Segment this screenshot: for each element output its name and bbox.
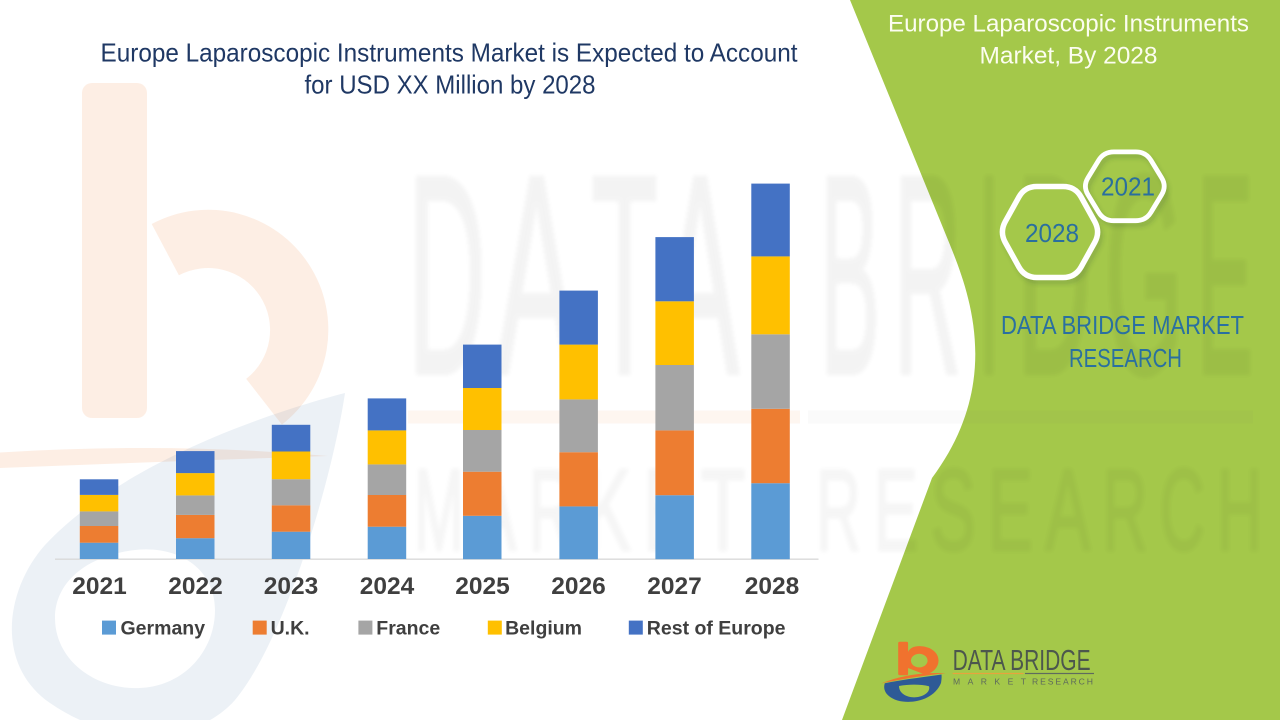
svg-text:U.K.: U.K. — [271, 618, 310, 640]
svg-text:Belgium: Belgium — [505, 618, 582, 640]
svg-text:B: B — [820, 117, 880, 434]
svg-text:E: E — [988, 445, 1033, 575]
svg-text:France: France — [376, 618, 440, 640]
svg-text:2021: 2021 — [72, 573, 127, 600]
svg-text:for USD XX Million by 2028: for USD XX Million by 2028 — [305, 69, 596, 99]
svg-text:R: R — [816, 445, 861, 575]
svg-text:RESEARCH: RESEARCH — [1069, 345, 1182, 373]
svg-text:I: I — [978, 117, 1000, 434]
svg-text:2022: 2022 — [168, 573, 223, 600]
svg-text:2024: 2024 — [360, 573, 415, 600]
svg-text:E: E — [1197, 117, 1253, 434]
svg-text:DATA BRIDGE: DATA BRIDGE — [953, 645, 1091, 677]
svg-text:C: C — [1160, 445, 1205, 575]
svg-text:2023: 2023 — [264, 573, 319, 600]
svg-text:G: G — [1105, 117, 1183, 434]
svg-text:RESEARCH: RESEARCH — [1032, 676, 1093, 686]
svg-text:DATA BRIDGE MARKET: DATA BRIDGE MARKET — [1001, 312, 1244, 340]
svg-text:S: S — [931, 445, 976, 575]
svg-text:2027: 2027 — [647, 573, 702, 600]
svg-text:R: R — [894, 117, 961, 434]
svg-text:M: M — [414, 445, 464, 575]
svg-text:2025: 2025 — [455, 573, 510, 600]
svg-text:A: A — [1045, 445, 1090, 575]
svg-text:E: E — [873, 445, 918, 575]
svg-text:Europe Laparoscopic Instrument: Europe Laparoscopic Instruments Market i… — [101, 38, 799, 68]
svg-text:Market, By 2028: Market, By 2028 — [980, 43, 1158, 70]
svg-text:Germany: Germany — [121, 618, 206, 640]
svg-text:Europe Laparoscopic Instrument: Europe Laparoscopic Instruments — [888, 10, 1249, 37]
svg-text:2028: 2028 — [1025, 218, 1079, 248]
svg-text:R: R — [1103, 445, 1148, 575]
svg-text:2021: 2021 — [1101, 172, 1155, 202]
svg-text:2028: 2028 — [745, 573, 800, 600]
svg-text:Rest of Europe: Rest of Europe — [647, 618, 786, 640]
svg-text:T: T — [591, 117, 658, 434]
svg-text:H: H — [1217, 445, 1262, 575]
svg-text:T: T — [701, 445, 746, 575]
svg-text:2026: 2026 — [551, 573, 606, 600]
